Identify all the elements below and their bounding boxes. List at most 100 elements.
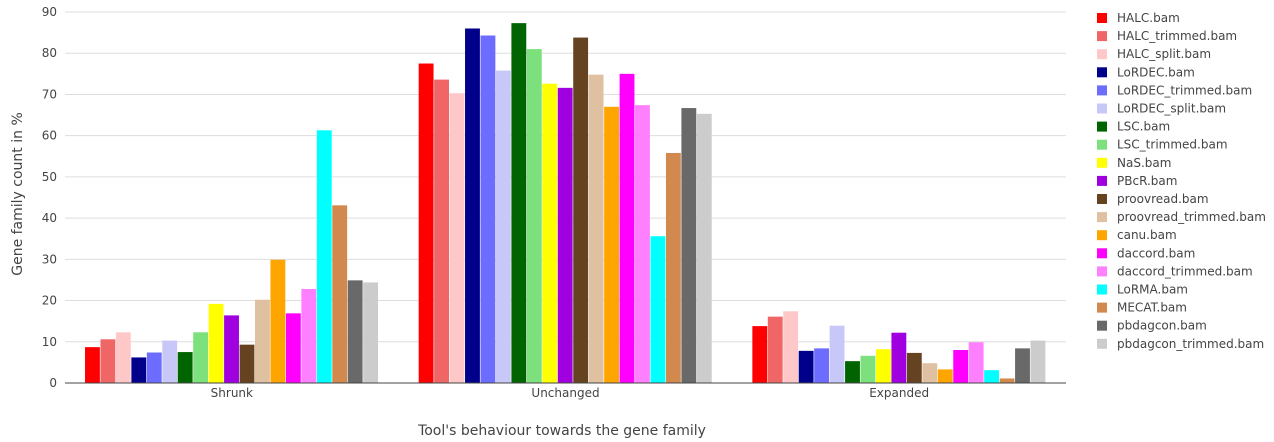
legend-item[interactable]: LoRMA.bam [1097,283,1188,297]
legend-item[interactable]: PBcR.bam [1097,174,1177,188]
bar-daccord-trimmed-bam-unchanged [635,105,650,383]
legend-label: canu.bam [1117,228,1177,242]
bar-lordec-trimmed-bam-expanded [814,348,830,383]
bar-lsc-bam-unchanged [511,23,527,383]
legend-swatch [1097,103,1107,114]
legend-label: LSC_trimmed.bam [1117,138,1228,152]
bar-halc-bam-unchanged [418,63,434,384]
bar-daccord-trimmed-bam-shrunk [301,289,317,383]
legend-label: NaS.bam [1117,156,1171,170]
bar-halc-trimmed-bam-expanded [767,316,783,383]
bar-proovread-trimmed-bam-unchanged [588,74,604,383]
legend-item[interactable]: LSC_trimmed.bam [1097,138,1228,152]
bar-pbdagcon-bam-expanded [1015,348,1030,383]
bar-halc-bam-shrunk [85,347,100,383]
legend-label: LoRDEC.bam [1117,65,1195,79]
bar-daccord-trimmed-bam-expanded [968,342,984,383]
legend-swatch [1097,13,1107,23]
bar-proovread-bam-unchanged [573,37,589,384]
bar-pbdagcon-trimmed-bam-expanded [1030,340,1046,383]
bars [85,23,1046,384]
legend-swatch [1097,139,1107,150]
legend-label: pbdagcon.bam [1117,319,1207,333]
legend-item[interactable]: HALC_trimmed.bam [1097,29,1237,43]
y-tick-label: 80 [42,46,57,60]
bar-halc-bam-expanded [752,326,768,383]
bar-lorma-bam-shrunk [316,130,332,383]
bar-lordec-bam-expanded [798,350,814,383]
bar-daccord-bam-unchanged [619,73,635,383]
legend-label: LoRMA.bam [1117,283,1188,297]
y-axis-title: Gene family count in % [10,112,26,276]
legend-item[interactable]: pbdagcon_trimmed.bam [1097,337,1264,351]
bar-nas-bam-expanded [875,349,891,383]
legend-swatch [1097,212,1107,223]
legend-swatch [1097,121,1107,132]
bar-lsc-bam-expanded [845,361,860,383]
bar-pbcr-bam-expanded [891,332,907,383]
y-tick-label: 0 [49,376,57,390]
bar-lsc-trimmed-bam-unchanged [526,49,542,383]
legend-label: daccord.bam [1117,246,1195,260]
legend-swatch [1097,67,1107,78]
x-tick-label: Expanded [869,386,929,400]
legend-item[interactable]: LoRDEC_split.bam [1097,102,1226,116]
bar-lorma-bam-unchanged [650,236,666,383]
bar-halc-split-bam-unchanged [449,93,465,384]
bar-pbcr-bam-shrunk [224,315,239,383]
legend-item[interactable]: HALC.bam [1097,11,1180,25]
legend-item[interactable]: daccord.bam [1097,246,1195,260]
bar-mecat-bam-expanded [999,378,1015,383]
legend-item[interactable]: LoRDEC.bam [1097,65,1195,79]
legend-item[interactable]: pbdagcon.bam [1097,319,1207,333]
legend-label: pbdagcon_trimmed.bam [1117,337,1264,351]
bar-lsc-trimmed-bam-shrunk [193,332,209,383]
bar-nas-bam-unchanged [542,83,558,383]
bar-mecat-bam-unchanged [665,152,681,383]
bar-lordec-trimmed-bam-shrunk [146,352,162,383]
bar-lordec-split-bam-shrunk [162,340,178,383]
y-tick-label: 70 [42,87,57,101]
y-tick-label: 90 [42,5,57,19]
x-tick-label: Unchanged [531,386,599,400]
legend-label: daccord_trimmed.bam [1117,264,1253,278]
legend-item[interactable]: LSC.bam [1097,120,1170,134]
legend-swatch [1097,338,1107,349]
bar-lordec-split-bam-unchanged [495,70,511,383]
legend: HALC.bam HALC_trimmed.bam HALC_split.bam Lo… [1097,11,1266,351]
bar-halc-trimmed-bam-unchanged [434,79,449,384]
legend-label: LSC.bam [1117,120,1170,134]
legend-label: HALC_split.bam [1117,47,1211,61]
bar-pbdagcon-trimmed-bam-shrunk [363,282,379,383]
legend-item[interactable]: proovread.bam [1097,192,1209,206]
legend-item[interactable]: canu.bam [1097,228,1177,242]
legend-label: LoRDEC_split.bam [1117,102,1226,116]
bar-daccord-bam-shrunk [285,313,301,383]
bar-nas-bam-shrunk [208,303,224,383]
bar-proovread-trimmed-bam-shrunk [255,299,270,383]
legend-item[interactable]: MECAT.bam [1097,301,1187,315]
bar-pbdagcon-trimmed-bam-unchanged [696,113,712,384]
legend-item[interactable]: proovread_trimmed.bam [1097,210,1266,224]
legend-swatch [1097,302,1107,313]
legend-swatch [1097,230,1107,241]
legend-item[interactable]: NaS.bam [1097,156,1171,170]
legend-label: HALC_trimmed.bam [1117,29,1237,43]
y-tick-label: 50 [42,170,57,184]
legend-swatch [1097,248,1107,259]
bar-lordec-bam-unchanged [465,28,480,383]
legend-item[interactable]: LoRDEC_trimmed.bam [1097,83,1252,97]
bar-canu-bam-unchanged [604,106,619,384]
legend-swatch [1097,49,1107,60]
bar-pbdagcon-bam-shrunk [347,280,363,383]
bar-daccord-bam-expanded [953,350,969,383]
legend-item[interactable]: HALC_split.bam [1097,47,1211,61]
bar-proovread-bam-shrunk [239,344,255,383]
legend-item[interactable]: daccord_trimmed.bam [1097,264,1253,278]
legend-label: LoRDEC_trimmed.bam [1117,83,1252,97]
bar-halc-split-bam-shrunk [115,332,131,383]
legend-label: proovread_trimmed.bam [1117,210,1266,224]
legend-swatch [1097,31,1107,42]
legend-swatch [1097,284,1107,295]
